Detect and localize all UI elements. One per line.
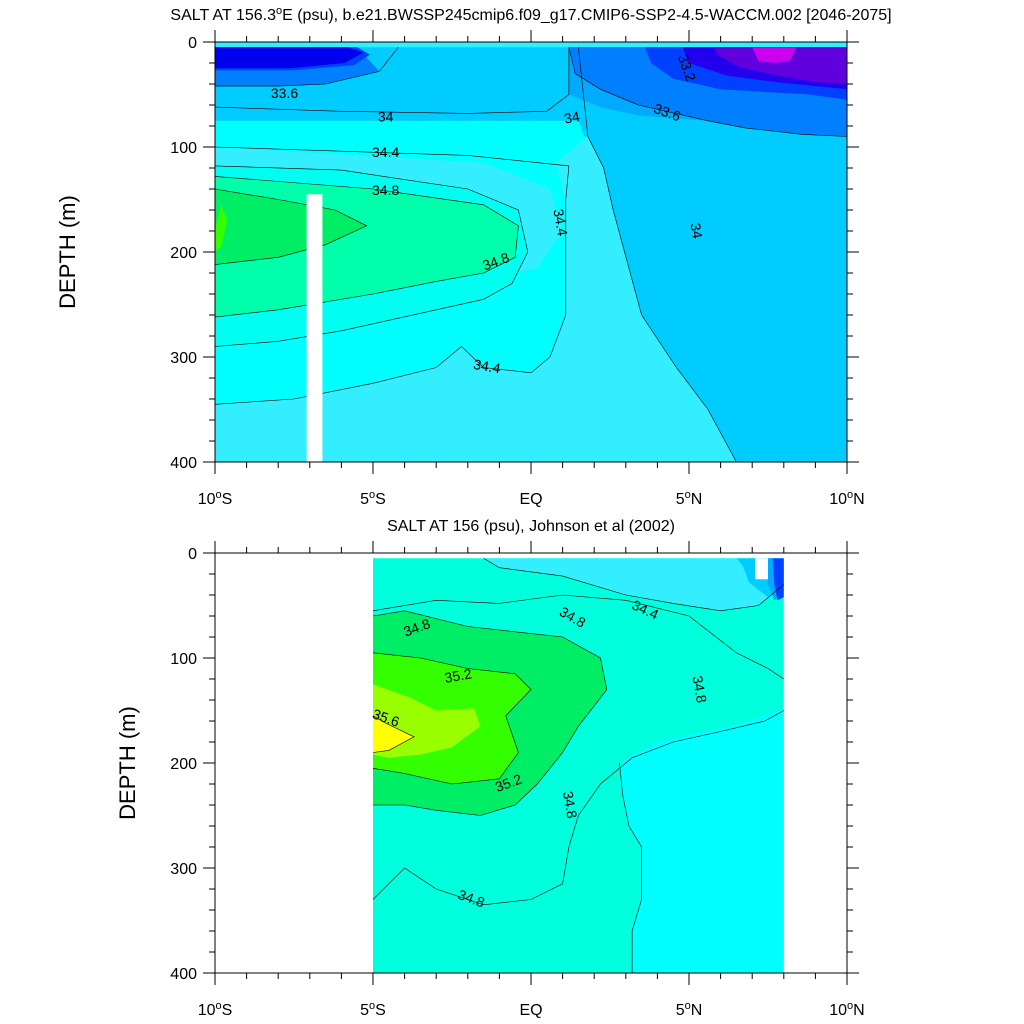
bottom-filled-contours: [373, 558, 784, 973]
contour-line-7: [215, 188, 368, 265]
contour-region-14: [215, 189, 367, 265]
contour-region-6: [215, 47, 364, 69]
contour-line-2: [373, 610, 608, 816]
bottom-xtick-5n: 5oN: [676, 1000, 703, 1019]
contour-label-7: 34.4: [550, 208, 571, 238]
contour-line-4: [373, 715, 415, 753]
bottom-xtick-10n: 10oN: [829, 1000, 864, 1019]
contour-line-6: [619, 762, 642, 973]
top-panel-title: SALT AT 156.3oE (psu), b.e21.BWSSP245cmi…: [170, 5, 891, 24]
top-xtick-10s: 10oS: [198, 489, 233, 508]
contour-label-3: 34.8: [690, 674, 711, 704]
contour-label-0: 33.6: [271, 85, 298, 101]
top-xtick-eq: EQ: [519, 491, 542, 508]
bottom-y-axis-label: DEPTH (m): [115, 706, 140, 820]
contour-line-0: [215, 47, 399, 87]
missing-data-mask-0: [306, 194, 323, 462]
contour-region-0: [215, 47, 847, 462]
contour-label-4: 35.2: [443, 665, 473, 686]
contour-label-6: 34.8: [372, 182, 399, 198]
contour-label-1: 34: [378, 108, 394, 124]
contour-label-2: 34: [563, 108, 581, 126]
bottom-ytick-100: 100: [170, 651, 197, 668]
top-ytick-100: 100: [170, 140, 197, 157]
contour-label-7: 34.8: [560, 790, 581, 820]
bottom-panel-title: SALT AT 156 (psu), Johnson et al (2002): [387, 518, 675, 535]
bottom-ytick-400: 400: [170, 966, 197, 983]
contour-label-10: 34.4: [472, 356, 502, 377]
contour-label-5: 34.4: [372, 144, 399, 160]
contour-line-5: [215, 176, 519, 318]
top-axis-ticks: [203, 30, 859, 474]
bottom-panel: SALT AT 156 (psu), Johnson et al (2002) …: [115, 518, 865, 1019]
bottom-ytick-200: 200: [170, 756, 197, 773]
contour-line-1: [568, 47, 847, 137]
contour-line-0: [483, 558, 784, 612]
contour-region-9: [752, 47, 797, 63]
contour-line-3: [578, 47, 737, 462]
bottom-contour-lines: [373, 558, 784, 973]
top-ytick-0: 0: [188, 35, 197, 52]
top-ytick-200: 200: [170, 245, 197, 262]
contour-line-3: [373, 652, 532, 785]
top-missing-data: [306, 194, 323, 462]
contour-region-4: [772, 558, 784, 601]
contour-line-2: [215, 47, 570, 114]
bottom-missing-data: [755, 558, 768, 580]
top-filled-contours: [215, 47, 847, 462]
contour-line-1: [373, 594, 784, 680]
contour-region-0: [619, 710, 784, 973]
contour-region-8: [714, 47, 847, 84]
top-ytick-400: 400: [170, 455, 197, 472]
top-ytick-300: 300: [170, 350, 197, 367]
contour-label-8: 34: [687, 222, 705, 240]
contour-region-8: [373, 715, 415, 753]
contour-region-11: [215, 136, 737, 462]
top-xtick-10n: 10oN: [829, 489, 864, 508]
bottom-ytick-300: 300: [170, 861, 197, 878]
contour-line-5: [373, 710, 784, 906]
missing-data-mask-0: [755, 558, 768, 580]
bottom-xtick-eq: EQ: [519, 1002, 542, 1019]
contour-region-1: [483, 558, 784, 611]
top-xtick-5s: 5oS: [360, 489, 386, 508]
bottom-ytick-0: 0: [188, 546, 197, 563]
contour-region-15: [215, 204, 228, 252]
top-y-axis-label: DEPTH (m): [55, 195, 80, 309]
top-xtick-5n: 5oN: [676, 489, 703, 508]
bottom-xtick-10s: 10oS: [198, 1000, 233, 1019]
contour-line-4: [215, 146, 570, 405]
bottom-axis-ticks: [203, 541, 859, 985]
bottom-xtick-5s: 5oS: [360, 1000, 386, 1019]
top-panel: SALT AT 156.3oE (psu), b.e21.BWSSP245cmi…: [55, 5, 892, 508]
